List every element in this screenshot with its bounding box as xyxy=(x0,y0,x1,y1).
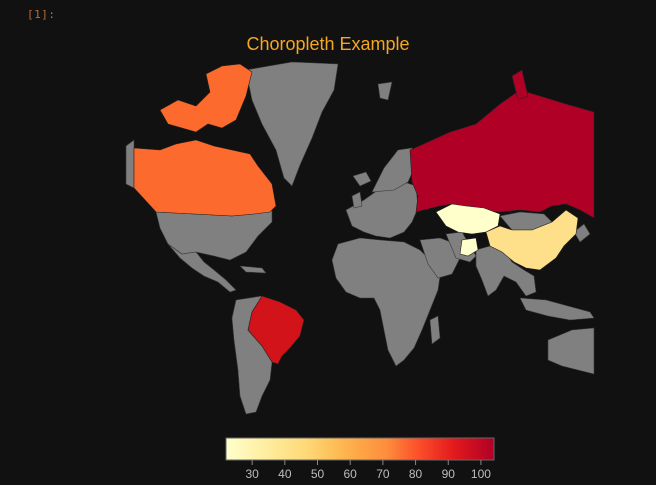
arctic-islands xyxy=(377,81,393,101)
russia-arctic xyxy=(511,69,529,101)
colorbar-tick-label: 30 xyxy=(245,467,259,481)
country-iceland xyxy=(352,171,372,187)
cell-prompt: [1]: xyxy=(27,8,56,21)
country-alaska xyxy=(125,139,135,189)
country-kazakhstan xyxy=(435,203,501,235)
country-mexico xyxy=(167,243,237,293)
colorbar[interactable]: 30 40 50 60 70 80 90 100 xyxy=(225,437,495,481)
country-madagascar xyxy=(429,315,441,345)
country-greenland xyxy=(245,61,339,187)
caribbean xyxy=(239,265,267,274)
country-australia xyxy=(547,327,595,375)
indonesia xyxy=(519,297,595,321)
japan xyxy=(573,223,591,243)
country-brazil xyxy=(247,295,305,365)
country-russia xyxy=(409,89,595,219)
colorbar-tick-label: 100 xyxy=(471,467,491,481)
colorbar-tick-label: 40 xyxy=(278,467,292,481)
country-china xyxy=(485,209,579,271)
middle-east xyxy=(419,237,461,279)
country-canada xyxy=(133,139,277,217)
colorbar-gradient xyxy=(225,437,495,461)
country-afghanistan xyxy=(459,237,479,257)
country-usa xyxy=(155,207,273,261)
choropleth-countries xyxy=(133,63,595,365)
colorbar-tick-label: 70 xyxy=(376,467,390,481)
colorbar-tick-label: 80 xyxy=(409,467,423,481)
land-neutral xyxy=(125,61,595,415)
chart-title: Choropleth Example xyxy=(246,34,410,54)
africa xyxy=(331,237,441,367)
colorbar-tick-label: 90 xyxy=(442,467,456,481)
country-uk xyxy=(351,191,363,209)
canada-arctic xyxy=(159,63,253,133)
colorbar-tick-label: 50 xyxy=(311,467,325,481)
colorbar-ticks: 30 40 50 60 70 80 90 100 xyxy=(245,460,491,481)
colorbar-tick-label: 60 xyxy=(344,467,358,481)
